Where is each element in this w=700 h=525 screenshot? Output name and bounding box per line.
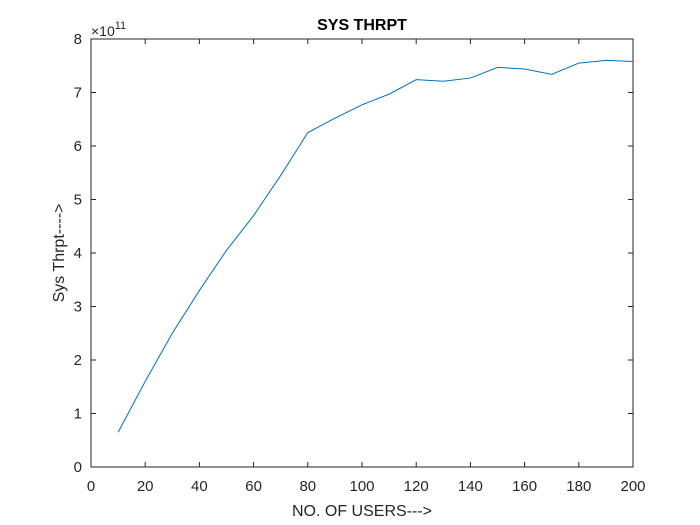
- y-exponent-label: ×1011: [91, 20, 126, 39]
- y-tick-label-1: 1: [74, 406, 82, 423]
- y-tick-label-3: 3: [74, 299, 82, 316]
- y-exponent-power: 11: [115, 20, 126, 32]
- x-tick-label-120: 120: [404, 478, 429, 495]
- x-tick-label-40: 40: [191, 478, 208, 495]
- x-tick-label-20: 20: [137, 478, 154, 495]
- x-tick-label-100: 100: [349, 478, 374, 495]
- series-line-0: [117, 59, 634, 433]
- y-tick-label-0: 0: [74, 459, 82, 476]
- x-tick-label-200: 200: [620, 478, 645, 495]
- axes-box: [90, 38, 634, 468]
- x-tick-label-60: 60: [245, 478, 262, 495]
- plot-area: 0 20 40 60 80 100 120 140 160 180 200 0 1 2 3 4 5 6 7 8: [74, 31, 646, 495]
- y-tick-label-2: 2: [74, 352, 82, 369]
- x-tick-label-80: 80: [299, 478, 316, 495]
- y-tick-label-4: 4: [74, 245, 82, 262]
- x-axis-label: NO. OF USERS--->: [292, 503, 432, 520]
- x-tick-label-140: 140: [458, 478, 483, 495]
- y-tick-label-7: 7: [74, 85, 82, 102]
- chart-title: SYS THRPT: [317, 17, 407, 34]
- y-exponent-base: ×10: [91, 23, 115, 39]
- y-tick-label-8: 8: [74, 31, 82, 48]
- y-tick-label-6: 6: [74, 138, 82, 155]
- x-tick-label-0: 0: [87, 478, 95, 495]
- x-tick-label-160: 160: [512, 478, 537, 495]
- y-tick-label-5: 5: [74, 192, 82, 209]
- y-axis-label: Sys Thrpt---->: [51, 204, 68, 303]
- x-tick-label-180: 180: [566, 478, 591, 495]
